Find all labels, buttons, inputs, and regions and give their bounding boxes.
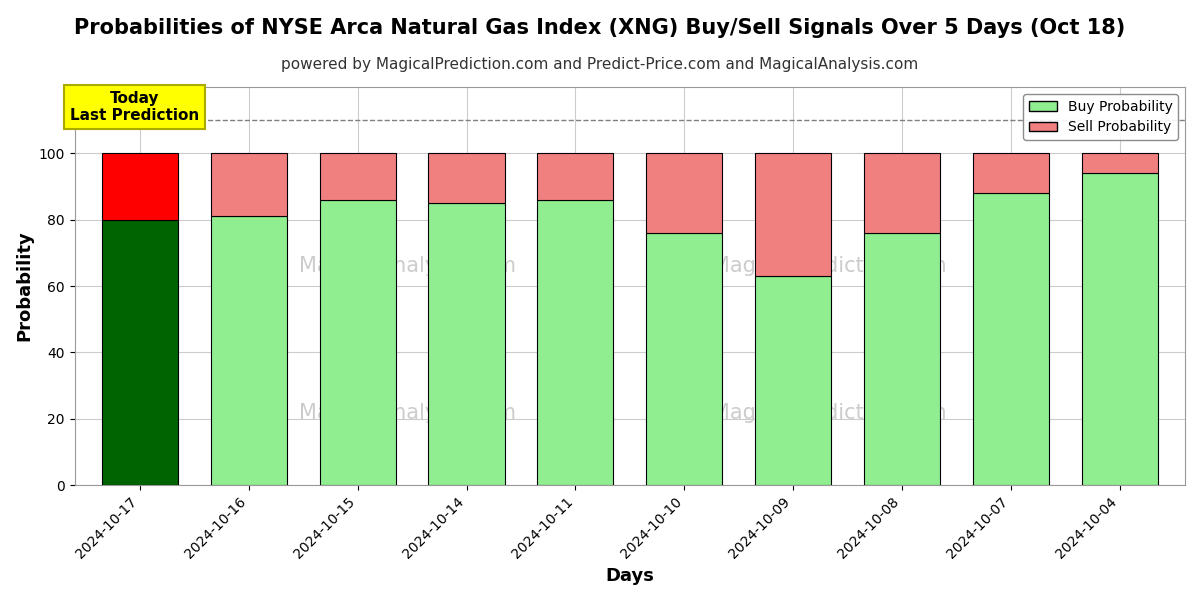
Bar (1081, 154, 1158, 173)
Legend: Buy Probability, Sell Probability: Buy Probability, Sell Probability (1024, 94, 1178, 140)
Bar (755, 154, 832, 276)
Bar (102, 220, 178, 485)
Bar (211, 217, 287, 485)
Bar (538, 154, 613, 200)
Y-axis label: Probability: Probability (16, 231, 34, 341)
Bar (864, 233, 940, 485)
Bar (319, 154, 396, 200)
Text: MagicalAnalysis.com: MagicalAnalysis.com (299, 403, 516, 424)
Bar (428, 154, 505, 203)
Bar (864, 154, 940, 233)
Bar (102, 154, 178, 220)
Bar (755, 276, 832, 485)
Bar (319, 200, 396, 485)
Text: MagicalPrediction.com: MagicalPrediction.com (713, 403, 947, 424)
X-axis label: Days: Days (605, 567, 654, 585)
Bar (973, 193, 1049, 485)
Bar (428, 203, 505, 485)
Bar (1081, 173, 1158, 485)
Bar (646, 233, 722, 485)
Text: powered by MagicalPrediction.com and Predict-Price.com and MagicalAnalysis.com: powered by MagicalPrediction.com and Pre… (281, 57, 919, 72)
Text: MagicalAnalysis.com: MagicalAnalysis.com (299, 256, 516, 276)
Text: Today
Last Prediction: Today Last Prediction (70, 91, 199, 123)
Text: MagicalPrediction.com: MagicalPrediction.com (713, 256, 947, 276)
Bar (973, 154, 1049, 193)
Bar (211, 154, 287, 217)
Bar (646, 154, 722, 233)
Text: Probabilities of NYSE Arca Natural Gas Index (XNG) Buy/Sell Signals Over 5 Days : Probabilities of NYSE Arca Natural Gas I… (74, 18, 1126, 38)
Bar (538, 200, 613, 485)
